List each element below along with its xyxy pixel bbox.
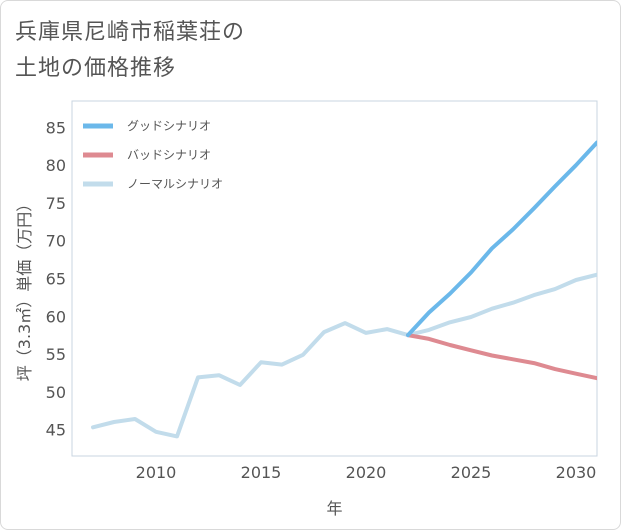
x-tick-label: 2010	[136, 463, 177, 482]
series-layer	[91, 140, 597, 439]
x-tick-label: 2015	[241, 463, 282, 482]
y-tick-label: 55	[46, 345, 66, 364]
y-tick-label: 80	[46, 156, 66, 175]
chart-title-line-2: 土地の価格推移	[15, 56, 177, 81]
x-tick-label: 2030	[556, 463, 597, 482]
legend-normal-scenario: ノーマルシナリオ	[83, 177, 223, 191]
chart-title-line-1: 兵庫県尼崎市稲葉荘の	[15, 20, 246, 45]
legend-label: グッドシナリオ	[127, 119, 211, 133]
legend-label: バッドシナリオ	[127, 148, 211, 162]
y-tick-label: 70	[46, 232, 66, 251]
y-tick-label: 85	[46, 118, 66, 137]
axis-ticks: 2010 2015 2020 2025 2030 45 50 55 60 65 70 75 80 85	[46, 118, 597, 482]
legend-bad-scenario: バッドシナリオ	[83, 148, 211, 162]
normal-scenario-line	[91, 272, 597, 439]
y-tick-label: 65	[46, 270, 66, 289]
x-axis-label: 年	[326, 499, 342, 518]
y-tick-label: 60	[46, 307, 66, 326]
x-tick-label: 2020	[346, 463, 387, 482]
y-tick-label: 50	[46, 383, 66, 402]
legend-good-scenario: グッドシナリオ	[83, 119, 211, 133]
bad-scenario-line	[406, 333, 597, 381]
good-scenario-line	[406, 140, 597, 338]
y-tick-label: 45	[46, 421, 66, 440]
plot-area	[71, 100, 598, 457]
x-tick-label: 2025	[451, 463, 492, 482]
legend-label: ノーマルシナリオ	[127, 177, 223, 191]
plot-background	[72, 101, 597, 456]
y-tick-label: 75	[46, 194, 66, 213]
plot-border	[71, 100, 598, 457]
y-axis-label: 坪（3.3㎡）単価（万円）	[15, 196, 34, 381]
chart-title: 兵庫県尼崎市稲葉荘の 土地の価格推移	[15, 15, 245, 87]
